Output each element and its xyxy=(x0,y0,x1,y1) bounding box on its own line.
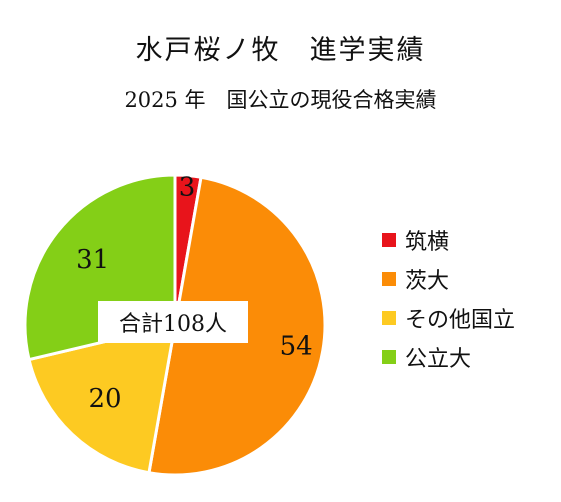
legend-item-ibaraki-univ: 茨大 xyxy=(382,264,515,294)
chart-subtitle: 2025 年 国公立の現役合格実績 xyxy=(124,88,437,112)
legend-label: 茨大 xyxy=(405,269,450,294)
legend-label: 筑横 xyxy=(405,230,450,255)
legend-swatch xyxy=(382,350,396,364)
data-label-tsukuba-yokohama: 3 xyxy=(179,173,196,203)
legend-swatch xyxy=(382,311,396,325)
data-label-other-national: 20 xyxy=(88,384,121,414)
data-label-ibaraki-univ: 54 xyxy=(280,331,313,361)
legend-label: その他国立 xyxy=(405,308,516,333)
total-label: 合計108人 xyxy=(98,301,248,343)
chart-title: 水戸桜ノ牧 進学実績 xyxy=(135,35,426,66)
legend: 筑横 茨大 その他国立 公立大 xyxy=(382,225,515,381)
data-label-public-univ: 31 xyxy=(76,245,109,275)
pie-slice-other-national xyxy=(27,323,177,475)
legend-label: 公立大 xyxy=(405,347,472,372)
legend-swatch xyxy=(382,272,396,286)
legend-item-other-national: その他国立 xyxy=(382,303,515,333)
legend-item-public-univ: 公立大 xyxy=(382,342,515,372)
legend-swatch xyxy=(382,233,396,247)
legend-item-tsukuba-yokohama: 筑横 xyxy=(382,225,515,255)
